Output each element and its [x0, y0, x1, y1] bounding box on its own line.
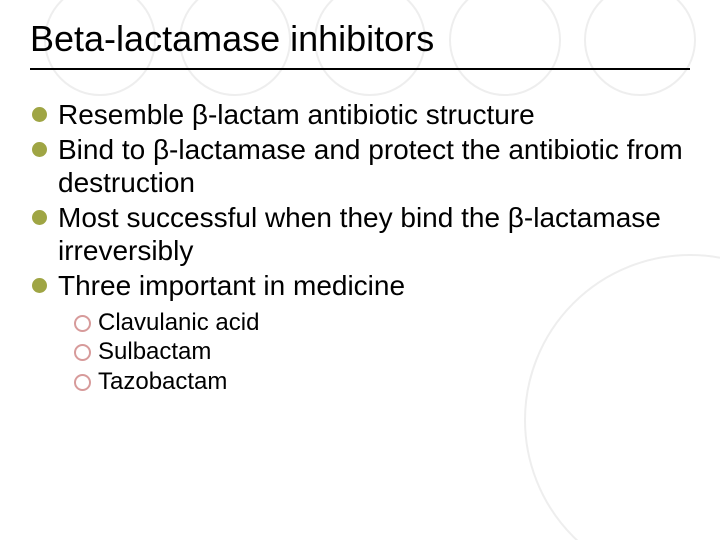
sub-bullet-item: Tazobactam: [72, 367, 690, 396]
bullet-text: Most successful when they bind the β-lac…: [58, 202, 661, 266]
sub-bullet-list: Clavulanic acid Sulbactam Tazobactam: [72, 308, 690, 396]
bullet-text: Bind to β-lactamase and protect the anti…: [58, 134, 683, 198]
title-underline: [30, 68, 690, 70]
slide-content: Beta-lactamase inhibitors Resemble β-lac…: [0, 0, 720, 396]
sub-bullet-text: Tazobactam: [98, 368, 227, 395]
bullet-item: Three important in medicine Clavulanic a…: [30, 269, 690, 396]
bullet-item: Bind to β-lactamase and protect the anti…: [30, 133, 690, 199]
bullet-text: Three important in medicine: [58, 270, 405, 301]
main-bullet-list: Resemble β-lactam antibiotic structure B…: [30, 98, 690, 396]
bullet-item: Resemble β-lactam antibiotic structure: [30, 98, 690, 131]
bullet-text: Resemble β-lactam antibiotic structure: [58, 99, 535, 130]
sub-bullet-text: Sulbactam: [98, 338, 211, 365]
bullet-item: Most successful when they bind the β-lac…: [30, 201, 690, 267]
sub-bullet-item: Sulbactam: [72, 337, 690, 366]
slide-title: Beta-lactamase inhibitors: [30, 18, 690, 60]
sub-bullet-item: Clavulanic acid: [72, 308, 690, 337]
sub-bullet-text: Clavulanic acid: [98, 309, 259, 336]
